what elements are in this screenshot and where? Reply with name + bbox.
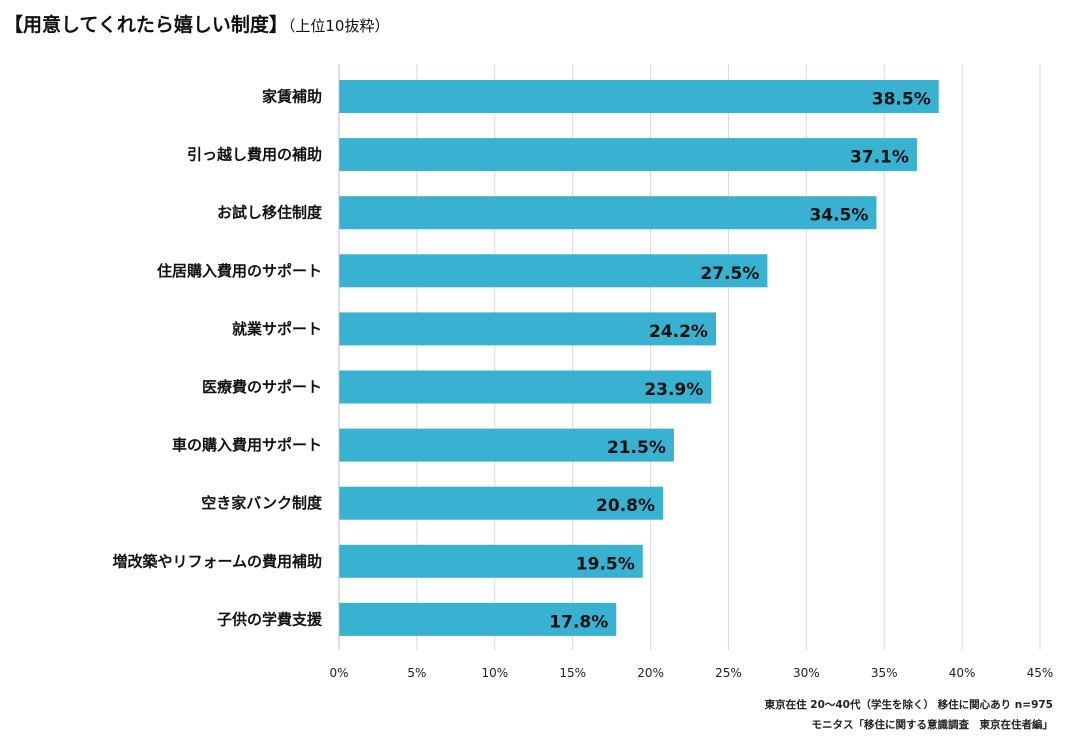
- x-tick-label: 45%: [1027, 666, 1054, 680]
- bar: [339, 254, 768, 288]
- value-label: 27.5%: [700, 264, 759, 284]
- category-label: 家賃補助: [262, 88, 322, 106]
- x-tick-label: 35%: [871, 666, 898, 680]
- chart-title-text: 【用意してくれたら嬉しい制度】: [4, 14, 288, 36]
- value-label: 17.8%: [549, 612, 608, 632]
- chart-title: 【用意してくれたら嬉しい制度】（上位10抜粋）: [4, 10, 389, 37]
- bar: [339, 544, 643, 578]
- bar: [339, 602, 617, 636]
- bar: [339, 370, 712, 404]
- value-label: 21.5%: [607, 438, 666, 458]
- category-label: 就業サポート: [232, 320, 322, 338]
- chart-subtitle: （上位10抜粋）: [287, 17, 390, 35]
- value-label: 34.5%: [809, 206, 868, 226]
- x-tick-label: 0%: [329, 666, 348, 680]
- value-label: 38.5%: [872, 90, 931, 110]
- x-tick-label: 15%: [559, 666, 586, 680]
- x-tick-label: 20%: [637, 666, 664, 680]
- category-label: 子供の学費支援: [217, 610, 323, 628]
- x-tick-label: 25%: [715, 666, 742, 680]
- value-label: 37.1%: [850, 148, 909, 168]
- bar: [339, 486, 664, 520]
- category-label: 引っ越し費用の補助: [187, 146, 322, 164]
- x-tick-label: 10%: [481, 666, 508, 680]
- value-label: 19.5%: [576, 554, 635, 574]
- category-label: 医療費のサポート: [202, 378, 322, 396]
- category-label: 住居購入費用のサポート: [157, 262, 322, 280]
- value-label: 24.2%: [649, 322, 708, 342]
- bar: [339, 312, 716, 346]
- bar: [339, 428, 674, 462]
- category-label: 増改築やリフォームの費用補助: [112, 552, 322, 570]
- category-label: お試し移住制度: [217, 204, 323, 222]
- value-label: 20.8%: [596, 496, 655, 516]
- value-label: 23.9%: [644, 380, 703, 400]
- sample-note: 東京在住 20〜40代（学生を除く） 移住に関心あり n=975: [764, 699, 1053, 711]
- x-tick-label: 40%: [949, 666, 976, 680]
- x-tick-label: 30%: [793, 666, 820, 680]
- bar: [339, 196, 877, 230]
- category-label: 車の購入費用サポート: [172, 436, 322, 454]
- bar: [339, 80, 939, 113]
- category-label: 空き家バンク制度: [201, 494, 323, 512]
- bar: [339, 138, 917, 172]
- x-tick-label: 5%: [407, 666, 426, 680]
- source-note: モニタス「移住に関する意識調査 東京在住者編」: [811, 719, 1054, 731]
